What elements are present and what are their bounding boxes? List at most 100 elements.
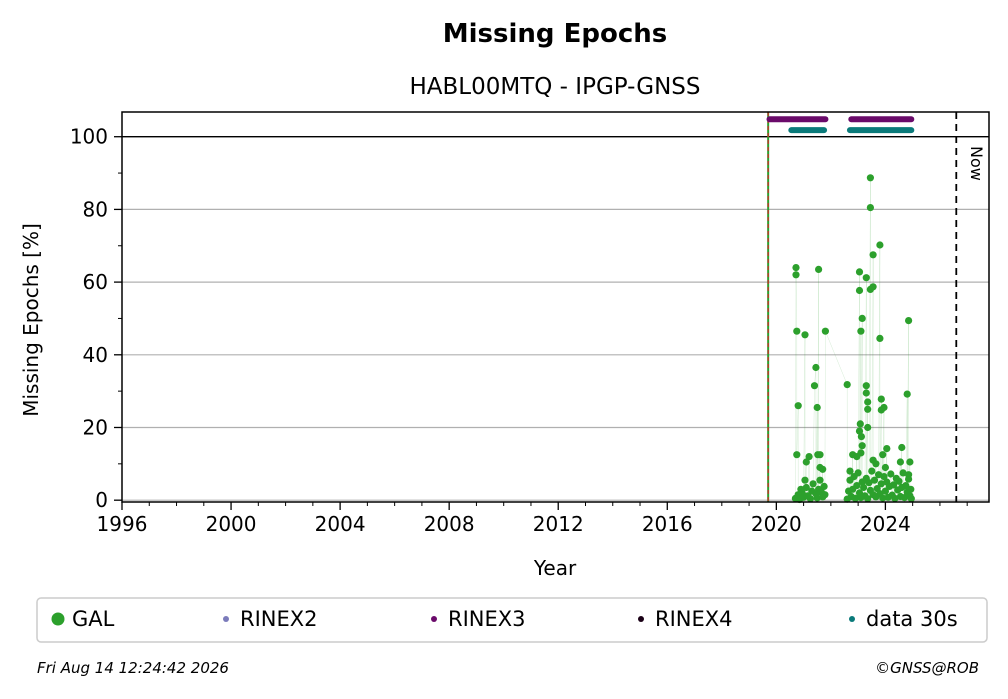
gal-point — [883, 445, 891, 453]
gal-point — [815, 265, 823, 273]
legend-marker-gal — [51, 612, 65, 626]
gal-point — [876, 334, 884, 342]
legend-label-rinex4: RINEX4 — [655, 607, 733, 631]
footer-copyright: ©GNSS@ROB — [875, 659, 979, 677]
gal-point — [877, 480, 885, 488]
gal-point — [812, 363, 820, 372]
x-tick-label: 2012 — [533, 512, 584, 536]
x-axis-label: Year — [533, 556, 577, 580]
gal-point — [869, 283, 877, 291]
x-tick-label: 2024 — [860, 512, 911, 536]
gal-point — [895, 477, 903, 485]
gal-point — [890, 481, 898, 489]
gal-point — [802, 458, 810, 466]
gal-point — [855, 268, 864, 276]
legend-marker-rinex2 — [223, 616, 229, 622]
y-tick-label: 40 — [83, 343, 108, 367]
gal-point — [806, 495, 815, 503]
y-tick-label: 20 — [83, 415, 108, 439]
gal-point — [820, 482, 828, 490]
legend-marker-rinex4 — [638, 616, 644, 622]
gal-point — [858, 314, 866, 322]
gal-point — [805, 453, 813, 461]
legend-frame — [36, 597, 988, 643]
gal-point — [801, 331, 809, 339]
gal-point — [906, 458, 914, 466]
gal-point — [855, 427, 864, 435]
gal-point — [793, 451, 801, 459]
gal-point — [855, 286, 864, 295]
footer-timestamp: Fri Aug 14 12:24:42 2026 — [37, 659, 229, 677]
legend-label-rinex2: RINEX2 — [240, 607, 318, 631]
gal-point — [843, 381, 851, 389]
gal-point — [857, 433, 866, 441]
gal-point — [880, 403, 888, 412]
y-tick-label: 100 — [70, 125, 108, 149]
legend-marker-rinex3 — [431, 616, 437, 622]
gal-point — [857, 449, 865, 457]
gal-point — [887, 470, 895, 478]
gal-point — [810, 382, 819, 390]
gal-point — [907, 485, 915, 493]
gal-point — [864, 405, 872, 413]
gal-point — [905, 475, 913, 483]
plot-marks — [122, 112, 989, 504]
gal-point — [896, 458, 905, 466]
gal-point — [851, 494, 860, 502]
y-tick-label: 60 — [83, 270, 108, 294]
gal-point — [821, 327, 830, 335]
plot-frame — [121, 111, 990, 503]
gal-point — [866, 174, 875, 182]
gal-point — [907, 495, 915, 503]
x-tick-label: 2008 — [424, 512, 475, 536]
gal-point — [876, 241, 884, 249]
y-axis-label: Missing Epochs [%] — [19, 223, 43, 417]
legend-label-data-30s: data 30s — [866, 607, 958, 631]
gal-point — [865, 479, 873, 487]
x-tick-label: 2016 — [642, 512, 693, 536]
y-tick-label: 80 — [83, 197, 108, 221]
gal-point — [813, 403, 821, 412]
gal-point — [862, 382, 870, 390]
axes: 0 20 40 60 80 100 1996 2000 2004 2008 2012 2016 2020… — [70, 125, 968, 536]
chart-title: Missing Epochs — [443, 19, 667, 49]
gal-point — [864, 495, 872, 503]
gal-point — [879, 494, 887, 502]
gal-point — [854, 469, 862, 477]
gal-point — [862, 274, 870, 282]
gal-point — [794, 402, 802, 410]
gal-point — [905, 317, 913, 325]
x-tick-label: 2020 — [751, 512, 802, 536]
gal-point — [903, 390, 911, 398]
x-tick-label: 1996 — [97, 512, 148, 536]
legend-marker-data-30s — [849, 616, 855, 622]
gal-point — [801, 476, 809, 484]
legend-label-gal: GAL — [72, 607, 115, 631]
x-tick-label: 2000 — [206, 512, 257, 536]
gal-point — [864, 423, 872, 432]
gal-point — [819, 465, 827, 473]
y-tick-label: 0 — [95, 488, 108, 512]
legend-label-rinex3: RINEX3 — [448, 607, 526, 631]
gal-point — [860, 483, 868, 492]
gal-point — [899, 469, 907, 477]
gal-point — [864, 398, 872, 406]
chart-subtitle: HABL00MTQ - IPGP-GNSS — [409, 74, 700, 100]
gal-point — [802, 483, 810, 492]
gal-point — [875, 471, 883, 479]
gal-point — [866, 204, 875, 212]
gal-point — [792, 264, 800, 272]
gal-point — [809, 480, 817, 488]
gal-point — [853, 482, 861, 490]
gal-point — [868, 467, 876, 475]
gal-point — [793, 327, 801, 335]
gal-point — [877, 395, 885, 403]
gal-point — [816, 476, 824, 484]
gal-point — [881, 487, 890, 495]
gal-point — [858, 442, 866, 450]
x-tick-label: 2004 — [315, 512, 366, 536]
gal-point — [813, 494, 821, 502]
legend: GAL RINEX2 RINEX3 RINEX4 data 30s — [36, 597, 988, 643]
now-label: Now — [967, 146, 986, 181]
